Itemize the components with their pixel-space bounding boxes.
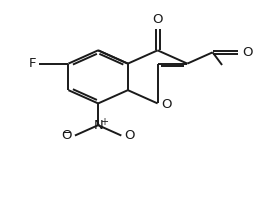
- Text: O: O: [152, 13, 163, 26]
- Text: O: O: [162, 98, 172, 111]
- Text: O: O: [61, 129, 72, 142]
- Text: −: −: [62, 126, 71, 139]
- Text: +: +: [100, 117, 108, 127]
- Text: F: F: [28, 57, 36, 70]
- Text: N: N: [93, 119, 103, 132]
- Text: O: O: [242, 46, 252, 59]
- Text: O: O: [125, 129, 135, 142]
